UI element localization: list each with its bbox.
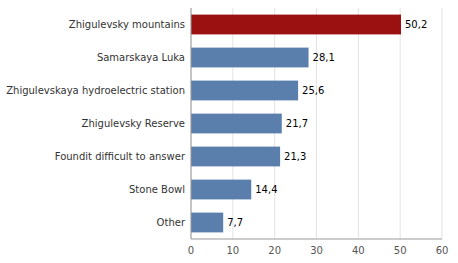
bar: [191, 180, 251, 200]
tick-label: 10: [226, 245, 239, 256]
x-axis-line: [191, 239, 442, 240]
tick-label: 50: [394, 245, 407, 256]
grid-line: [316, 8, 317, 239]
category-labels: Other Stone Bowl Foundit difficult to answ…: [6, 19, 186, 228]
grid-line: [442, 8, 443, 239]
tick-label: 60: [436, 245, 449, 256]
data-label: 21,7: [286, 118, 308, 129]
tick-label: 0: [188, 245, 194, 256]
category-label: Zhigulevsky Reserve: [82, 118, 185, 129]
data-label: 25,6: [302, 85, 324, 96]
bars: [191, 15, 401, 233]
grid-line: [358, 8, 359, 239]
category-label: Samarskaya Luka: [97, 52, 185, 63]
bar: [191, 15, 401, 35]
tick-label: 40: [352, 245, 365, 256]
x-tick-labels: 0 10 20 30 40 50 60: [188, 245, 449, 256]
tick-label: 30: [310, 245, 323, 256]
category-label: Other: [157, 217, 186, 228]
tick-label: 20: [268, 245, 281, 256]
axes: [191, 8, 442, 239]
grid: [191, 8, 442, 239]
category-label: Stone Bowl: [129, 184, 185, 195]
data-label: 50,2: [405, 19, 427, 30]
data-labels: 7,7 14,4 21,3 21,7 25,6 28,1 50,2: [227, 19, 427, 228]
grid-line: [191, 8, 192, 239]
grid-line: [400, 8, 401, 239]
data-label: 21,3: [284, 151, 306, 162]
data-label: 14,4: [255, 184, 277, 195]
category-label: Foundit difficult to answer: [55, 151, 186, 162]
bar: [191, 147, 280, 167]
bar: [191, 213, 223, 233]
chart: Other Stone Bowl Foundit difficult to answ…: [0, 0, 458, 263]
data-label: 7,7: [227, 217, 243, 228]
category-label: Zhigulevskaya hydroelectric station: [6, 85, 185, 96]
bar: [191, 81, 298, 101]
y-axis-line: [191, 8, 192, 239]
bar: [191, 48, 309, 68]
category-label: Zhigulevsky mountains: [69, 19, 185, 30]
data-label: 28,1: [313, 52, 335, 63]
bar: [191, 114, 282, 134]
